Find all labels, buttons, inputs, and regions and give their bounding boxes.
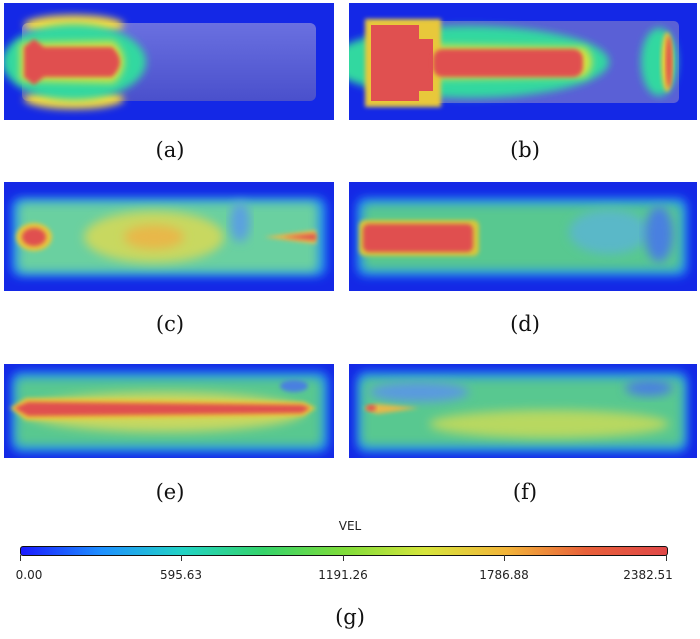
caption-e: (e) (155, 480, 185, 504)
jet-core (22, 228, 46, 246)
colorbar-tick-label: 1786.88 (479, 568, 529, 582)
colorbar-tick (343, 555, 344, 561)
caption-a: (a) (155, 138, 185, 162)
colorbar-title: VEL (338, 519, 362, 533)
caption-c: (c) (155, 312, 185, 336)
colorbar (20, 546, 668, 556)
jet-core (24, 39, 120, 85)
jet-core (14, 402, 310, 416)
panel-e (4, 364, 334, 458)
panel-c (4, 182, 334, 291)
caption-b: (b) (510, 138, 540, 162)
colorbar-tick (504, 555, 505, 561)
panel-d (349, 182, 697, 291)
jet-core (363, 224, 473, 252)
caption-f: (f) (512, 480, 538, 504)
panel-f (349, 364, 697, 458)
jet-core (366, 405, 376, 411)
colorbar-tick (20, 555, 21, 561)
colorbar-tick-label: 1191.26 (318, 568, 368, 582)
colorbar-tick (666, 555, 667, 561)
colorbar-tick-label: 0.00 (15, 568, 43, 582)
jet-inlet-block (371, 25, 433, 101)
panel-b (349, 3, 697, 120)
caption-d: (d) (510, 312, 540, 336)
colorbar-tick (181, 555, 182, 561)
colorbar-tick-label: 2382.51 (623, 568, 673, 582)
colorbar-tick-label: 595.63 (160, 568, 202, 582)
panel-a (4, 3, 334, 120)
jet-core (433, 49, 583, 77)
caption-g: (g) (335, 605, 365, 629)
